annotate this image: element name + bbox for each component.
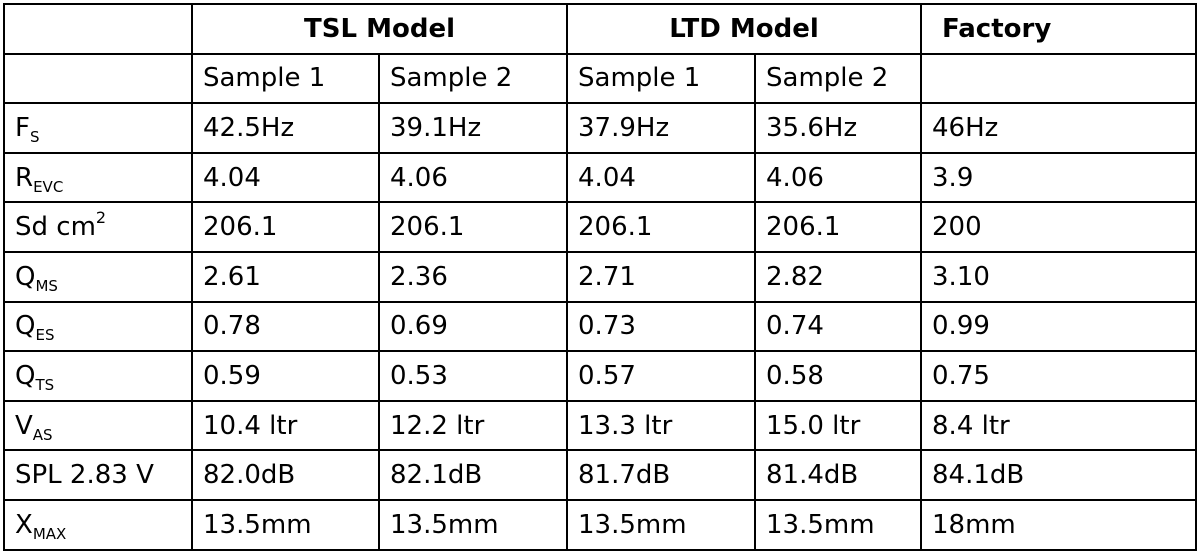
row-label-superscript: 2 xyxy=(95,208,107,228)
value-cell: 4.06 xyxy=(377,151,569,204)
value-cell: 81.4dB xyxy=(754,449,923,501)
value-cell: 42.5Hz xyxy=(191,102,380,154)
value-cell: 12.2 ltr xyxy=(377,399,569,452)
value-cell: 0.75 xyxy=(920,350,1198,402)
value-cell: 0.53 xyxy=(377,350,569,402)
group-header-ltd: LTD Model xyxy=(566,3,923,55)
row-label-subscript: EVC xyxy=(33,177,64,196)
table-row: XMAX 13.5mm 13.5mm 13.5mm 13.5mm 18mm xyxy=(3,498,1198,551)
group-header-tsl: TSL Model xyxy=(190,3,569,55)
value-cell: 3.10 xyxy=(920,250,1198,303)
value-cell: 46Hz xyxy=(920,102,1198,154)
value-cell: 15.0 ltr xyxy=(754,399,923,452)
row-label-main: F xyxy=(15,112,30,143)
table-row: FS 42.5Hz 39.1Hz 37.9Hz 35.6Hz 46Hz xyxy=(3,102,1198,154)
row-label-main: Q xyxy=(15,311,36,342)
value-cell: 37.9Hz xyxy=(566,102,757,154)
table-row: QES 0.78 0.69 0.73 0.74 0.99 xyxy=(3,300,1198,353)
row-label-main: X xyxy=(15,509,33,540)
group-header-row: TSL Model LTD Model Factory xyxy=(3,3,1198,55)
row-label: QTS xyxy=(3,350,193,402)
row-label: VAS xyxy=(3,399,193,452)
row-label-main: R xyxy=(15,162,34,193)
value-cell: 0.57 xyxy=(566,350,757,402)
row-label-subscript: MAX xyxy=(32,524,67,543)
sample-corner-cell xyxy=(3,52,193,105)
sample-header-row: Sample 1 Sample 2 Sample 1 Sample 2 xyxy=(3,52,1198,105)
value-cell: 2.36 xyxy=(377,250,569,303)
row-label-subscript: AS xyxy=(32,425,53,444)
row-label: XMAX xyxy=(3,498,193,551)
sample-header: Sample 1 xyxy=(191,52,380,105)
value-cell: 206.1 xyxy=(191,201,380,253)
table-row: VAS 10.4 ltr 12.2 ltr 13.3 ltr 15.0 ltr 8.4 l… xyxy=(3,399,1198,452)
value-cell: 2.61 xyxy=(191,250,380,303)
value-cell: 13.5mm xyxy=(754,498,923,551)
row-label: Sd cm2 xyxy=(3,201,193,253)
value-cell: 0.58 xyxy=(754,350,923,402)
value-cell: 0.99 xyxy=(920,300,1198,353)
table-row: QMS 2.61 2.36 2.71 2.82 3.10 xyxy=(3,250,1198,303)
table-row: QTS 0.59 0.53 0.57 0.58 0.75 xyxy=(3,350,1198,402)
value-cell: 18mm xyxy=(920,498,1198,551)
value-cell: 0.73 xyxy=(566,300,757,353)
value-cell: 4.04 xyxy=(566,151,757,204)
value-cell: 4.04 xyxy=(191,151,380,204)
row-label-subscript: ES xyxy=(35,326,55,345)
value-cell: 0.78 xyxy=(191,300,380,353)
row-label: SPL 2.83 V xyxy=(3,449,193,501)
value-cell: 3.9 xyxy=(920,151,1198,204)
value-cell: 81.7dB xyxy=(566,449,757,501)
value-cell: 10.4 ltr xyxy=(191,399,380,452)
value-cell: 13.5mm xyxy=(377,498,569,551)
value-cell: 13.3 ltr xyxy=(566,399,757,452)
table-row: SPL 2.83 V 82.0dB 82.1dB 81.7dB 81.4dB 84.1dB xyxy=(3,449,1198,501)
value-cell: 8.4 ltr xyxy=(920,399,1198,452)
value-cell: 0.69 xyxy=(377,300,569,353)
value-cell: 35.6Hz xyxy=(754,102,923,154)
value-cell: 13.5mm xyxy=(191,498,380,551)
value-cell: 4.06 xyxy=(754,151,923,204)
row-label: QES xyxy=(3,300,193,353)
specs-table: TSL Model LTD Model Factory Sample 1 Sam… xyxy=(3,3,1198,551)
row-label-main: V xyxy=(15,410,33,441)
value-cell: 84.1dB xyxy=(920,449,1198,501)
value-cell: 206.1 xyxy=(566,201,757,253)
value-cell: 200 xyxy=(920,201,1198,253)
value-cell: 13.5mm xyxy=(566,498,757,551)
sample-header: Sample 1 xyxy=(566,52,757,105)
value-cell: 206.1 xyxy=(754,201,923,253)
table-row: REVC 4.04 4.06 4.04 4.06 3.9 xyxy=(3,151,1198,204)
corner-cell xyxy=(3,3,193,55)
row-label-main: Q xyxy=(15,360,36,391)
row-label-main: Q xyxy=(15,261,36,292)
row-label: QMS xyxy=(3,250,193,303)
row-label: FS xyxy=(3,102,193,154)
sample-header: Sample 2 xyxy=(377,52,569,105)
row-label: REVC xyxy=(3,151,193,204)
value-cell: 0.59 xyxy=(191,350,380,402)
value-cell: 82.0dB xyxy=(191,449,380,501)
sample-header-empty xyxy=(920,52,1198,105)
table-row: Sd cm2 206.1 206.1 206.1 206.1 200 xyxy=(3,201,1198,253)
value-cell: 2.71 xyxy=(566,250,757,303)
value-cell: 82.1dB xyxy=(377,449,569,501)
row-label-main: Sd cm xyxy=(15,212,96,243)
value-cell: 206.1 xyxy=(377,201,569,253)
value-cell: 2.82 xyxy=(754,250,923,303)
value-cell: 0.74 xyxy=(754,300,923,353)
row-label-subscript: MS xyxy=(35,276,58,295)
group-header-factory: Factory xyxy=(920,3,1198,55)
row-label-subscript: TS xyxy=(35,375,55,394)
row-label-main: SPL 2.83 V xyxy=(15,460,154,491)
sample-header: Sample 2 xyxy=(754,52,923,105)
row-label-subscript: S xyxy=(29,127,40,146)
value-cell: 39.1Hz xyxy=(377,102,569,154)
